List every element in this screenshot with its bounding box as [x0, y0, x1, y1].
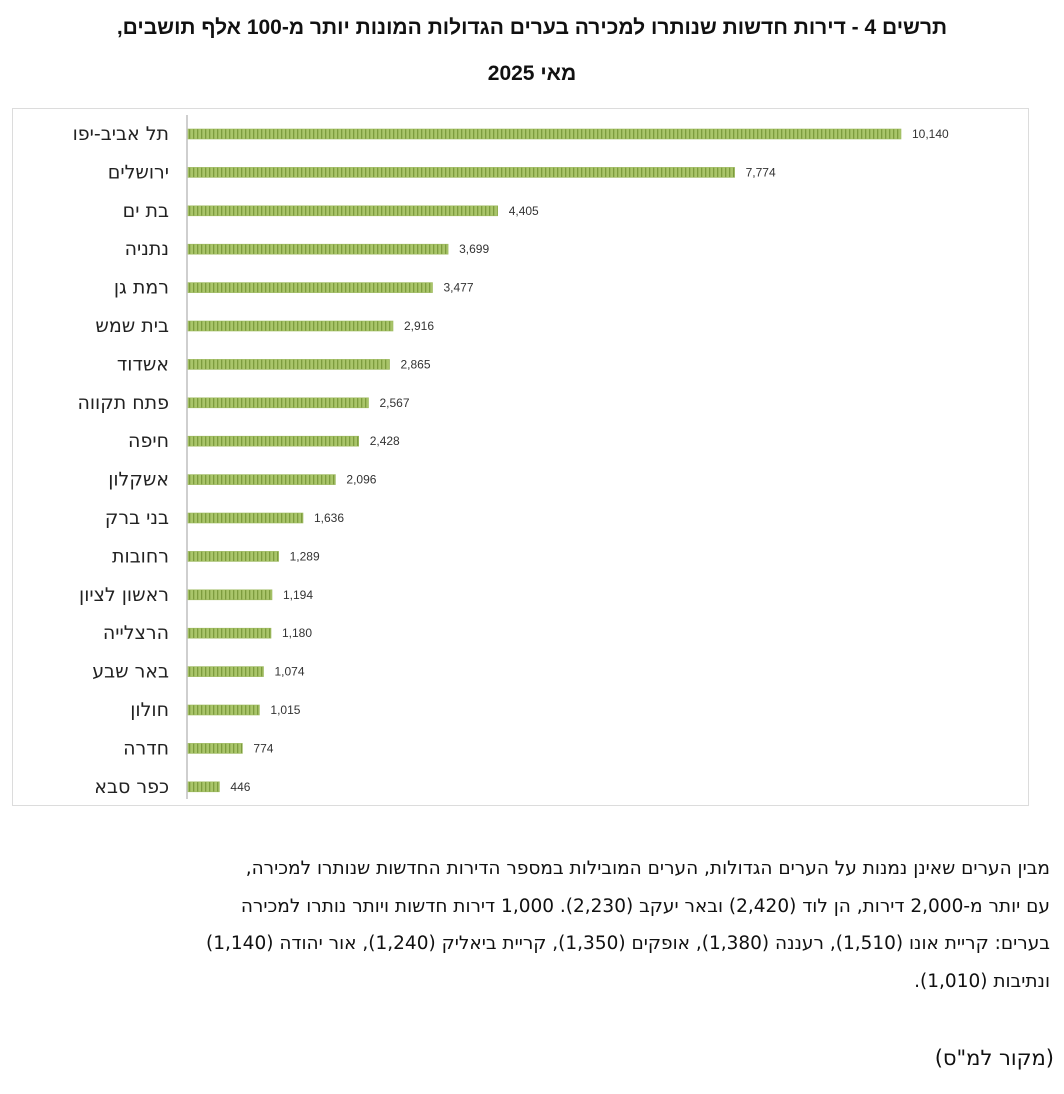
category-label: הרצלייה — [103, 622, 169, 644]
bar — [187, 743, 243, 754]
data-label: 1,636 — [314, 511, 344, 525]
category-label: נתניה — [125, 238, 169, 260]
chart-frame: 10,140 תל אביב-יפו 7,774 ירושלים 4,405 בת ים 3… — [12, 108, 1029, 806]
data-label: 7,774 — [746, 165, 776, 179]
data-label: 10,140 — [912, 127, 949, 141]
bar — [187, 474, 336, 485]
bar-chart: 10,140 תל אביב-יפו 7,774 ירושלים 4,405 בת ים 3… — [73, 115, 949, 799]
category-label: תל אביב-יפו — [73, 123, 169, 145]
data-label: 1,194 — [283, 588, 313, 602]
category-label: חדרה — [123, 737, 169, 759]
bars-layer: 10,140 תל אביב-יפו 7,774 ירושלים 4,405 בת ים 3… — [73, 115, 949, 799]
paragraph-line: עם יותר מ-2,000 דירות, הן לוד (2,420) וב… — [240, 895, 1050, 917]
category-label: חולון — [130, 699, 169, 721]
bar — [187, 512, 304, 524]
category-label: בת ים — [123, 200, 169, 222]
category-label: בני ברק — [105, 507, 169, 529]
bar — [187, 320, 394, 332]
category-label: אשדוד — [117, 353, 169, 375]
bar — [187, 282, 433, 293]
data-label: 1,015 — [270, 703, 300, 717]
bar — [187, 397, 369, 409]
data-label: 2,916 — [404, 319, 434, 333]
bar — [187, 435, 359, 447]
chart-title: תרשים 4 - דירות חדשות שנותרו למכירה בערי… — [116, 16, 948, 39]
paragraph-line: ונתיבות (1,010). — [914, 970, 1050, 992]
category-label: רחובות — [112, 545, 169, 567]
description-paragraph: מבין הערים שאינן נמנות על הערים הגדולות,… — [10, 850, 1050, 1000]
category-label: בית שמש — [95, 315, 169, 337]
data-label: 446 — [230, 780, 250, 794]
source-note: (מקור למ"ס) — [934, 1046, 1054, 1070]
data-label: 2,428 — [370, 434, 400, 448]
category-label: ראשון לציון — [79, 584, 169, 606]
category-label: ירושלים — [108, 161, 169, 183]
category-label: רמת גן — [114, 277, 169, 299]
bar — [187, 128, 902, 140]
bar — [187, 704, 260, 716]
chart-subtitle: מאי 2025 — [487, 62, 577, 85]
bar — [187, 781, 220, 793]
data-label: 774 — [253, 741, 273, 755]
bar — [187, 551, 279, 562]
data-label: 2,865 — [401, 357, 431, 371]
bar — [187, 666, 264, 677]
bar — [187, 205, 499, 217]
category-label: פתח תקווה — [77, 392, 169, 414]
bar — [187, 589, 273, 601]
data-label: 3,477 — [444, 281, 474, 295]
category-label: חיפה — [128, 430, 169, 452]
category-label: אשקלון — [108, 469, 169, 491]
bar — [187, 167, 735, 178]
data-label: 2,096 — [346, 473, 376, 487]
data-label: 1,074 — [275, 665, 305, 679]
data-label: 1,180 — [282, 626, 312, 640]
category-label: באר שבע — [92, 661, 169, 683]
data-label: 3,699 — [459, 242, 489, 256]
data-label: 1,289 — [290, 549, 320, 563]
bar — [187, 243, 449, 255]
data-label: 4,405 — [509, 204, 539, 218]
paragraph-line: מבין הערים שאינן נמנות על הערים הגדולות,… — [245, 858, 1050, 879]
bar — [187, 359, 390, 370]
data-label: 2,567 — [380, 396, 410, 410]
category-label: כפר סבא — [94, 776, 169, 798]
bar — [187, 627, 272, 639]
paragraph-line: בערים: קריית אונו (1,510), רעננה (1,380)… — [206, 933, 1050, 954]
